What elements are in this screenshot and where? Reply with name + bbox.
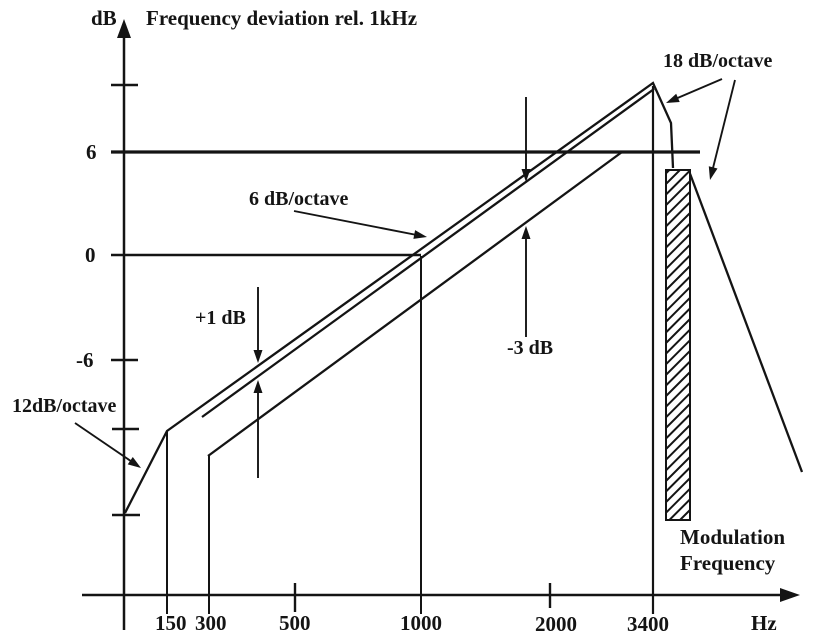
y-tick-label-minus6: -6: [76, 348, 94, 372]
nominal-line: [201, 88, 655, 418]
leader-arrow-12db: [74, 422, 136, 465]
x-tick-label-2000: 2000: [535, 612, 577, 636]
x-tick-label-500: 500: [279, 611, 311, 635]
y-axis-arrow-head: [117, 19, 131, 38]
measure-plus1-up-head: [253, 380, 263, 393]
y-axis-unit-label: dB: [91, 6, 117, 30]
lower-limit-line: [207, 151, 623, 457]
annotation-12db-octave: 12dB/octave: [12, 395, 117, 417]
x-tick-label-3400: 3400: [627, 612, 669, 636]
leader-arrow-18db-bar-head: [708, 166, 718, 180]
y-tick-label-6: 6: [86, 140, 97, 164]
annotation-minus3db: -3 dB: [507, 337, 554, 359]
stopband-hatch-bar: [665, 169, 691, 521]
measure-minus3-down-head: [521, 169, 531, 182]
x-axis-label-line2: Frequency: [680, 551, 776, 575]
measure-plus1-down-head: [253, 350, 263, 363]
annotation-18db-octave: 18 dB/octave: [663, 50, 773, 72]
leader-arrow-6db-head: [413, 230, 427, 239]
leader-arrow-18db-bar: [710, 79, 736, 173]
x-axis-arrow-head: [780, 588, 800, 602]
x-axis-unit-label: Hz: [751, 611, 777, 635]
leader-arrow-18db-peak-head: [666, 93, 680, 103]
y-tick-label-0: 0: [85, 243, 96, 267]
x-tick-label-150: 150: [155, 611, 187, 635]
measure-minus3-up-head: [521, 226, 531, 239]
upper-limit-line: [123, 81, 675, 514]
x-tick-label-1000: 1000: [400, 611, 442, 635]
leader-arrow-18db-peak: [672, 78, 723, 101]
leader-arrow-6db: [293, 210, 420, 237]
rolloff-line: [687, 170, 804, 473]
annotation-plus1db: +1 dB: [195, 307, 246, 329]
annotation-6db-octave: 6 dB/octave: [249, 188, 349, 210]
leader-arrow-12db-head: [127, 456, 141, 468]
chart-title: Frequency deviation rel. 1kHz: [146, 6, 418, 30]
x-axis-label-line1: Modulation: [680, 525, 786, 549]
x-tick-label-300: 300: [195, 611, 227, 635]
